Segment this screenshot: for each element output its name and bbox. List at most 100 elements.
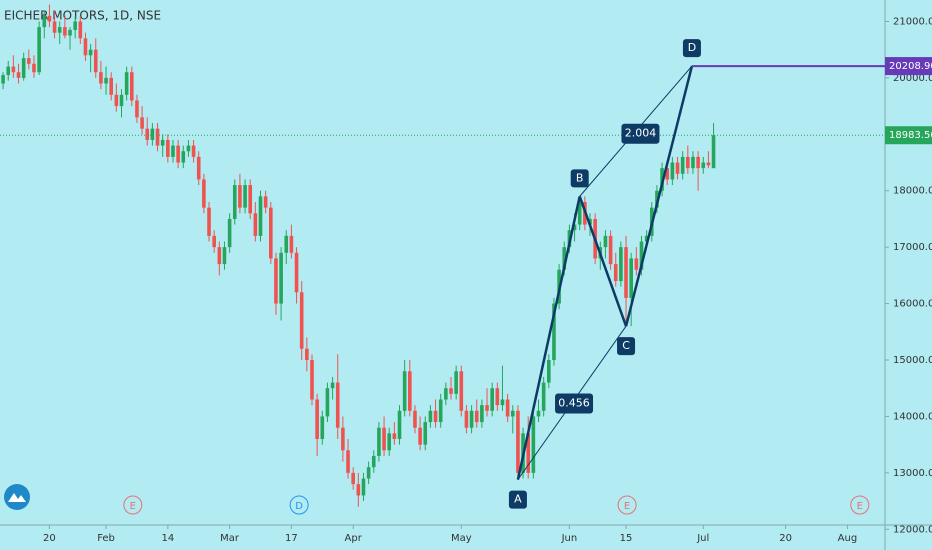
candle-body <box>155 128 160 146</box>
pattern-leg <box>516 196 581 480</box>
candle-body <box>243 185 247 208</box>
candle-body <box>531 416 536 473</box>
candle-body <box>351 472 355 485</box>
candle-body <box>552 303 556 361</box>
candle-body <box>145 128 150 140</box>
y-tick-label: 20000.00 <box>893 73 932 84</box>
x-tick-label: Apr <box>345 533 363 544</box>
candle-body <box>490 388 494 411</box>
ratio-box <box>621 123 660 144</box>
candle-body <box>150 128 155 140</box>
candle-body <box>547 360 551 383</box>
event-label: E <box>857 501 863 512</box>
candle-body <box>480 405 484 423</box>
candle-body <box>346 450 350 473</box>
candle-body <box>392 433 397 440</box>
candle-body <box>191 145 196 157</box>
candle-body <box>408 371 412 411</box>
target-label: 20208.90 <box>889 61 932 72</box>
candle-body <box>572 224 577 231</box>
candle-body <box>135 100 139 118</box>
candle-body <box>16 72 21 78</box>
candle-body <box>608 235 613 265</box>
candle-body <box>361 478 366 496</box>
x-tick-label: Jul <box>696 533 709 544</box>
candle-body <box>232 185 237 219</box>
candle-body <box>253 213 258 236</box>
candle-body <box>325 388 330 417</box>
pattern-leg <box>624 65 694 327</box>
logo-mark <box>8 493 26 502</box>
candle-body <box>670 162 675 180</box>
candle-body <box>196 156 201 180</box>
candle-body <box>691 156 695 169</box>
candle-body <box>73 21 77 30</box>
candle-body <box>129 72 134 101</box>
candle-body <box>526 433 531 473</box>
candle-body <box>382 427 386 451</box>
ratio-label: 0.456 <box>558 396 590 409</box>
x-tick-label: 14 <box>161 533 174 544</box>
last-price-tag <box>885 126 932 145</box>
candle-body <box>305 348 309 361</box>
candle-body <box>505 399 510 417</box>
candle-body <box>248 185 253 214</box>
ratio-label: 2.004 <box>625 127 657 140</box>
candle-body <box>93 49 98 73</box>
candle-body <box>47 15 52 22</box>
candle-body <box>310 360 314 400</box>
candle-body <box>294 252 299 293</box>
candle-body <box>57 27 62 33</box>
candle-body <box>536 410 541 417</box>
candle-body <box>78 21 83 39</box>
candle-body <box>114 94 119 107</box>
event-marker <box>123 495 143 515</box>
candle-body <box>371 455 376 468</box>
candle-body <box>510 410 515 417</box>
y-tick-label: 14000.00 <box>893 411 932 422</box>
event-marker <box>850 495 870 515</box>
pattern-point-box <box>508 490 527 509</box>
candle-body <box>696 156 700 169</box>
candle-body <box>603 235 608 248</box>
candle-body <box>140 117 144 129</box>
x-tick-label: Jun <box>561 533 578 544</box>
candle-body <box>397 410 402 440</box>
candle-body <box>675 162 680 174</box>
y-tick-label: 13000.00 <box>893 468 932 479</box>
candle-body <box>63 27 67 36</box>
candle-body <box>99 72 103 84</box>
candle-body <box>42 15 47 28</box>
candle-body <box>711 135 716 169</box>
y-tick-label: 18000.00 <box>893 186 932 197</box>
ratio-box <box>555 393 594 414</box>
candle-body <box>459 371 464 411</box>
candle-body <box>284 235 289 253</box>
x-tick-label: 15 <box>620 533 633 544</box>
event-label: E <box>624 501 630 512</box>
candle-body <box>217 247 222 265</box>
event-label: D <box>295 501 303 512</box>
candle-body <box>485 405 489 411</box>
candle-body <box>274 258 278 304</box>
candle-body <box>202 179 206 208</box>
candle-body <box>6 66 11 76</box>
candle-body <box>516 410 520 473</box>
candle-body <box>263 196 268 208</box>
candle-body <box>495 388 500 406</box>
candle-body <box>21 58 26 78</box>
candle-body <box>207 207 211 236</box>
candle-body <box>680 156 685 174</box>
candle-body <box>83 38 88 56</box>
pattern-leg <box>578 195 628 327</box>
candle-body <box>474 410 479 423</box>
candle-body <box>124 72 129 95</box>
candle-body <box>469 410 474 428</box>
candle-body <box>68 29 72 36</box>
y-tick-label: 17000.00 <box>893 242 932 253</box>
candle-body <box>1 75 5 84</box>
candle-body <box>176 145 180 163</box>
y-tick-label: 21000.00 <box>893 16 932 27</box>
candle-body <box>418 427 422 445</box>
pattern-point-label: C <box>622 339 630 352</box>
